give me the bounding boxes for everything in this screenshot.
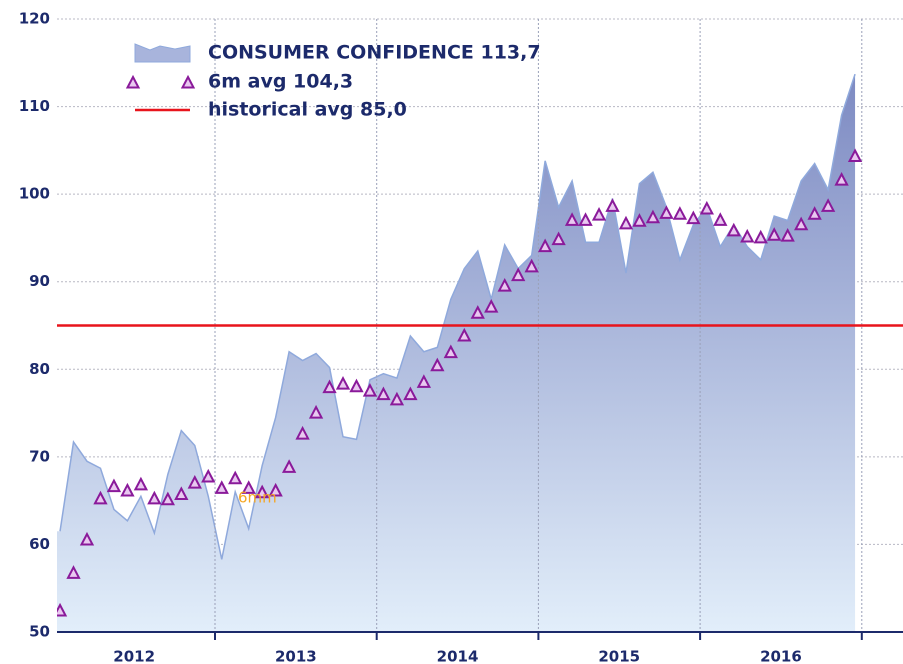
- marker: [794, 216, 809, 231]
- y-tick-label: 90: [29, 272, 50, 290]
- marker: [416, 374, 432, 388]
- y-tick-label: 70: [29, 447, 50, 465]
- marker: [133, 476, 149, 491]
- marker: [767, 227, 782, 241]
- marker: [79, 531, 95, 546]
- marker: [295, 425, 310, 440]
- marker: [605, 198, 620, 212]
- legend-label: CONSUMER CONFIDENCE 113,7: [208, 42, 541, 64]
- marker: [847, 148, 863, 162]
- legend-marker: [180, 74, 196, 89]
- legend-label: 6m avg 104,3: [208, 71, 353, 93]
- marker: [255, 484, 270, 499]
- marker: [511, 267, 526, 282]
- marker: [93, 490, 108, 505]
- marker: [430, 357, 445, 372]
- marker: [268, 482, 283, 497]
- marker: [349, 378, 364, 393]
- marker: [686, 210, 701, 225]
- legend-marker: [125, 74, 141, 89]
- marker: [389, 391, 405, 406]
- marker: [214, 480, 229, 494]
- marker: [537, 238, 553, 253]
- marker: [241, 480, 256, 494]
- marker: [672, 206, 688, 220]
- marker: [497, 277, 512, 292]
- marker: [187, 474, 202, 489]
- marker: [403, 386, 418, 401]
- marker: [120, 482, 135, 497]
- marker: [740, 228, 755, 243]
- legend-swatch: [134, 43, 191, 63]
- marker: [147, 490, 162, 505]
- marker: [618, 215, 634, 230]
- x-tick-label: 2014: [437, 648, 479, 664]
- marker: [632, 213, 647, 227]
- marker: [281, 459, 297, 473]
- marker: [335, 376, 351, 390]
- y-tick-label: 120: [19, 10, 50, 28]
- x-tick-label: 2012: [113, 648, 155, 664]
- marker: [106, 478, 122, 493]
- marker: [376, 386, 391, 401]
- marker: [834, 171, 849, 186]
- marker: [807, 206, 822, 220]
- marker: [470, 305, 485, 319]
- marker: [201, 468, 216, 483]
- marker: [66, 565, 81, 579]
- marker: [57, 602, 68, 617]
- marker: [564, 212, 580, 226]
- legend-label: historical avg 85,0: [208, 99, 407, 121]
- marker: [228, 470, 243, 485]
- marker: [484, 298, 499, 313]
- annotation: 6mm: [238, 489, 277, 507]
- marker: [174, 486, 189, 501]
- y-tick-label: 60: [29, 535, 50, 553]
- x-tick-label: 2016: [760, 648, 802, 664]
- marker: [820, 198, 836, 212]
- marker: [524, 258, 539, 273]
- x-tick-label: 2013: [275, 648, 317, 664]
- marker: [578, 212, 593, 226]
- y-tick-label: 50: [29, 623, 50, 641]
- marker: [362, 383, 378, 397]
- marker: [322, 379, 337, 394]
- marker: [645, 209, 661, 224]
- area: [57, 74, 856, 632]
- marker: [659, 205, 674, 219]
- marker: [699, 200, 714, 215]
- marker: [551, 231, 566, 246]
- marker: [713, 212, 728, 226]
- y-tick-label: 110: [19, 97, 50, 115]
- marker: [160, 491, 175, 506]
- marker: [308, 404, 324, 419]
- marker: [443, 344, 458, 359]
- plot: [57, 19, 863, 632]
- marker: [726, 222, 741, 237]
- y-tick-label: 100: [19, 185, 50, 203]
- marker: [753, 229, 768, 244]
- marker: [457, 327, 472, 342]
- marker: [780, 228, 795, 242]
- y-tick-label: 80: [29, 360, 50, 378]
- x-tick-label: 2015: [598, 648, 640, 664]
- marker: [591, 207, 607, 221]
- area-line: [59, 73, 856, 560]
